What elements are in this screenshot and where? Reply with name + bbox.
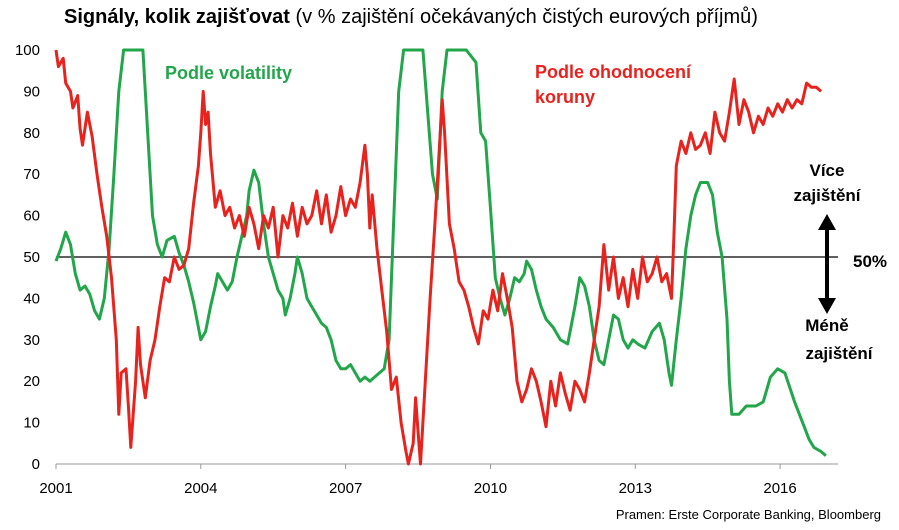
y-tick-label: 70 [23,166,40,183]
x-tick-label: 2004 [184,480,217,497]
annotation-less-line1: Méně [805,316,848,335]
x-tick-label: 2001 [39,480,72,497]
annotation-more-line1: Více [810,161,845,180]
legend-valuation-line2: koruny [535,87,595,107]
double-arrow-icon [818,214,836,314]
annotation-more-line2: zajištění [793,186,861,205]
series-group [54,48,827,466]
chart-title-sub: (v % zajištění očekávaných čistých eurov… [289,6,758,28]
y-tick-label: 80 [23,125,40,142]
legend-volatility: Podle volatility [165,63,292,83]
annotation-less-line2: zajištění [805,344,873,363]
legend-valuation-line1: Podle ohodnocení [535,62,692,82]
x-ticks: 2001 2004 2007 2010 2013 2016 [39,464,797,497]
source-note: Pramen: Erste Corporate Banking, Bloombe… [615,507,881,522]
y-tick-label: 20 [23,373,40,390]
y-tick-label: 100 [15,42,40,59]
annotation-level: 50% [853,252,887,271]
x-tick-label: 2013 [619,480,652,497]
series-line-valuation [54,49,823,466]
series-line-volatility [54,48,827,457]
chart-title-main: Signály, kolik zajišťovat [64,6,290,28]
x-tick-label: 2010 [474,480,507,497]
y-tick-label: 30 [23,332,40,349]
y-tick-label: 50 [23,249,40,266]
y-tick-label: 10 [23,415,40,432]
axes: 2001 2004 2007 2010 2013 2016 0 10 20 30 40 50 60 70… [15,42,838,497]
y-ticks: 0 10 20 30 40 50 60 70 80 90 100 [15,42,40,473]
y-tick-label: 40 [23,290,40,307]
chart-title: Signály, kolik zajišťovat (v % zajištění… [64,6,758,29]
y-tick-label: 90 [23,83,40,100]
x-tick-label: 2016 [763,480,796,497]
y-tick-label: 0 [32,456,40,473]
y-tick-label: 60 [23,208,40,225]
x-tick-label: 2007 [329,480,362,497]
